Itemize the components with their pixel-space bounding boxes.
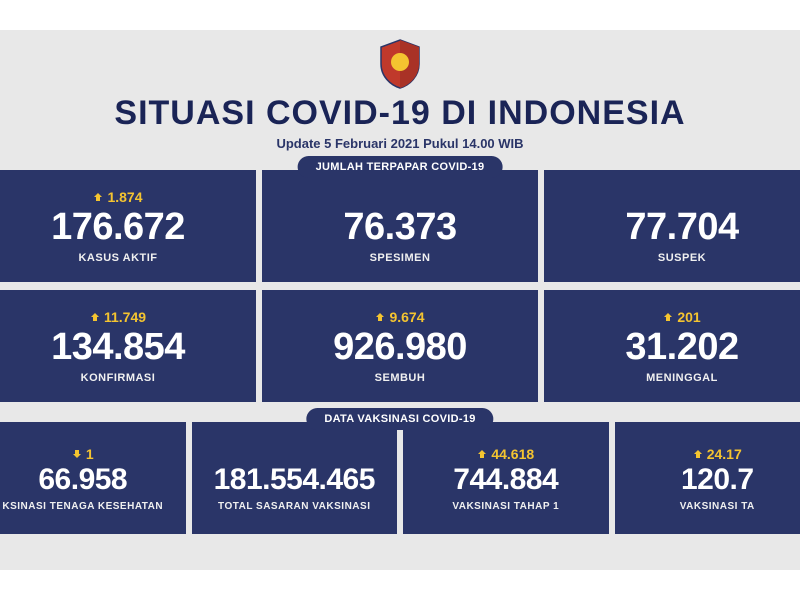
stat-card: 201 31.202 MENINGGAL [544, 290, 800, 402]
stat-delta: 11.749 [90, 308, 146, 326]
stat-delta: 44.618 [477, 445, 534, 463]
stat-delta: 201 [663, 308, 700, 326]
section-pill-exposure: JUMLAH TERPAPAR COVID-19 [298, 156, 503, 178]
stat-value: 31.202 [625, 328, 738, 366]
stat-value: 134.854 [51, 328, 185, 366]
stat-value: 120.7 [681, 465, 754, 495]
stat-card: 24.17 120.7 VAKSINASI TA [615, 422, 800, 534]
stat-label: SPESIMEN [370, 252, 431, 264]
stats-row-3: 1 66.958 KSINASI TENAGA KESEHATAN 181.554.4… [0, 422, 800, 534]
stats-row-2: 11.749 134.854 KONFIRMASI 9.674 926.980 SEMBU… [0, 290, 800, 402]
stat-value: 76.373 [343, 208, 456, 246]
stat-card: 1.874 176.672 KASUS AKTIF [0, 170, 256, 282]
stat-label: KASUS AKTIF [78, 252, 157, 264]
stat-delta-value: 24.17 [707, 446, 742, 462]
stat-value: 176.672 [51, 208, 185, 246]
stat-delta: 9.674 [375, 308, 424, 326]
stat-delta-value: 201 [677, 309, 700, 325]
stat-card: 181.554.465 TOTAL SASARAN VAKSINASI [192, 422, 398, 534]
stat-card: 1 66.958 KSINASI TENAGA KESEHATAN [0, 422, 186, 534]
stat-delta-value: 9.674 [389, 309, 424, 325]
page-title: SITUASI COVID-19 DI INDONESIA [0, 94, 800, 133]
stat-delta: 24.17 [693, 445, 742, 463]
stat-label: KONFIRMASI [81, 372, 156, 384]
stat-label: TOTAL SASARAN VAKSINASI [218, 501, 370, 512]
stat-card: 11.749 134.854 KONFIRMASI [0, 290, 256, 402]
stat-delta-value: 11.749 [104, 309, 146, 325]
stat-value: 744.884 [453, 465, 558, 495]
stat-value: 926.980 [333, 328, 467, 366]
stat-value: 66.958 [38, 465, 127, 495]
stat-card: 76.373 SPESIMEN [262, 170, 538, 282]
stat-delta-value: 1 [86, 446, 94, 462]
stat-delta: 1.874 [93, 188, 142, 206]
stat-value: 77.704 [625, 208, 738, 246]
stat-label: SUSPEK [658, 252, 706, 264]
stat-card: 44.618 744.884 VAKSINASI TAHAP 1 [403, 422, 609, 534]
stat-delta: 1 [72, 445, 94, 463]
infographic-frame: SITUASI COVID-19 DI INDONESIA Update 5 F… [0, 30, 800, 570]
stats-row-1: 1.874 176.672 KASUS AKTIF 76.373 SPESIMEN 77.… [0, 170, 800, 282]
stat-label: VAKSINASI TA [680, 501, 755, 512]
stat-delta-value: 1.874 [107, 189, 142, 205]
stat-card: 77.704 SUSPEK [544, 170, 800, 282]
stat-delta-value: 44.618 [491, 446, 534, 462]
update-timestamp: Update 5 Februari 2021 Pukul 14.00 WIB [0, 136, 800, 151]
stat-label: SEMBUH [375, 372, 426, 384]
stat-value: 181.554.465 [214, 465, 375, 495]
stat-label: MENINGGAL [646, 372, 718, 384]
stat-label: KSINASI TENAGA KESEHATAN [2, 501, 163, 512]
stat-label: VAKSINASI TAHAP 1 [452, 501, 559, 512]
section-pill-vaccine: DATA VAKSINASI COVID-19 [306, 408, 493, 430]
stat-card: 9.674 926.980 SEMBUH [262, 290, 538, 402]
agency-logo [377, 38, 423, 90]
